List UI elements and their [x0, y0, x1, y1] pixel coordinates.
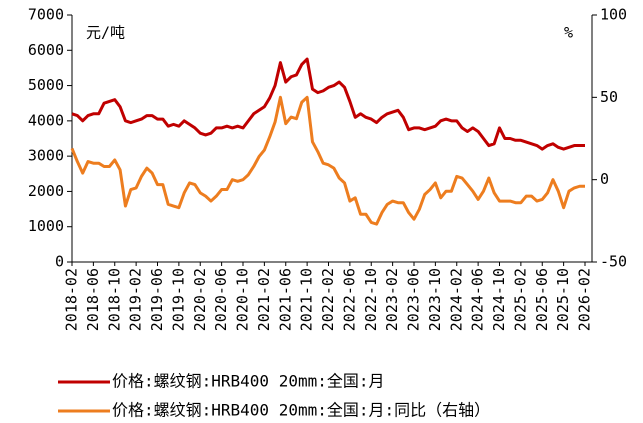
x-tick-label: 2020-02 — [191, 268, 209, 331]
x-tick-label: 2025-10 — [554, 268, 572, 331]
x-tick-label: 2022-06 — [340, 268, 358, 331]
x-tick-label: 2023-10 — [426, 268, 444, 331]
x-tick-label: 2019-06 — [148, 268, 166, 331]
y-tick-label: 6000 — [28, 41, 64, 59]
x-tick-label: 2026-02 — [576, 268, 594, 331]
y2-axis-label: % — [564, 24, 573, 42]
x-tick-label: 2019-10 — [169, 268, 187, 331]
x-tick-label: 2021-06 — [276, 268, 294, 331]
x-tick-label: 2024-06 — [469, 268, 487, 331]
x-tick-label: 2024-02 — [447, 268, 465, 331]
x-tick-label: 2024-10 — [490, 268, 508, 331]
series-line — [71, 57, 585, 151]
x-tick-label: 2025-06 — [533, 268, 551, 331]
y-tick-label: 2000 — [28, 182, 64, 200]
y-tick-label: 3000 — [28, 147, 64, 165]
x-tick-label: 2019-02 — [127, 268, 145, 331]
x-tick-label: 2021-02 — [255, 268, 273, 331]
y2-tick-label: 100 — [600, 6, 627, 24]
x-tick-label: 2023-02 — [383, 268, 401, 331]
x-tick-label: 2022-02 — [319, 268, 337, 331]
x-tick-label: 2018-02 — [63, 268, 81, 331]
x-tick-label: 2023-06 — [405, 268, 423, 331]
x-tick-label: 2018-10 — [105, 268, 123, 331]
y2-tick-label: -50 — [600, 253, 627, 271]
x-tick-label: 2025-02 — [511, 268, 529, 331]
y-tick-label: 0 — [55, 253, 64, 271]
y2-tick-label: 0 — [600, 170, 609, 188]
y2-tick-label: 50 — [600, 88, 618, 106]
x-tick-label: 2022-10 — [362, 268, 380, 331]
x-tick-label: 2020-06 — [212, 268, 230, 331]
y-tick-label: 5000 — [28, 76, 64, 94]
y-tick-label: 4000 — [28, 111, 64, 129]
series-line — [70, 95, 585, 226]
legend-label: 价格:螺纹钢:HRB400 20mm:全国:月:同比（右轴） — [112, 401, 490, 420]
x-tick-label: 2021-10 — [298, 268, 316, 331]
y-axis-label: 元/吨 — [86, 24, 125, 42]
x-tick-label: 2020-10 — [234, 268, 252, 331]
y-tick-label: 7000 — [28, 6, 64, 24]
x-tick-label: 2018-06 — [84, 268, 102, 331]
legend-label: 价格:螺纹钢:HRB400 20mm:全国:月 — [112, 372, 385, 391]
y-tick-label: 1000 — [28, 217, 64, 235]
